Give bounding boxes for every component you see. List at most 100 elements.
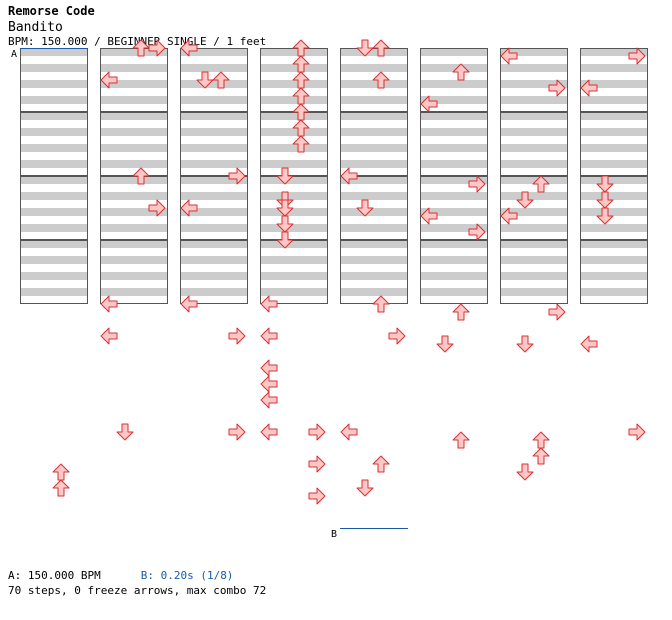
stripe — [500, 224, 568, 232]
step-arrow-down — [596, 207, 614, 225]
stripe — [180, 240, 248, 248]
footer-bpm-line: A: 150.000 BPM B: 0.20s (1/8) — [8, 569, 233, 582]
stripe — [20, 96, 88, 104]
step-arrow-left — [100, 295, 118, 313]
stripe — [180, 256, 248, 264]
stripe — [20, 176, 88, 184]
chart-column-4 — [260, 48, 328, 304]
step-arrow-up — [52, 479, 70, 497]
stripe — [580, 272, 648, 280]
stripe — [340, 192, 408, 200]
measure-box — [20, 176, 88, 240]
step-arrow-left — [100, 71, 118, 89]
measure-box — [500, 240, 568, 304]
stripe — [340, 112, 408, 120]
stripe — [100, 272, 168, 280]
stripe — [340, 96, 408, 104]
stripe — [580, 96, 648, 104]
stripe — [180, 112, 248, 120]
stripe — [420, 208, 488, 216]
step-arrow-down — [516, 191, 534, 209]
stripe — [100, 240, 168, 248]
stripe — [260, 128, 328, 136]
measure-box — [580, 176, 648, 240]
step-arrow-up — [212, 71, 230, 89]
marker-label-b: B — [331, 529, 337, 540]
step-arrow-up — [532, 431, 550, 449]
stripe — [260, 160, 328, 168]
step-arrow-right — [548, 79, 566, 97]
chart-info: BPM: 150.000 / BEGINNER SINGLE / 1 feet — [8, 35, 267, 48]
stripe — [180, 48, 248, 56]
stripe — [500, 288, 568, 296]
stripe — [20, 224, 88, 232]
measure-box — [580, 48, 648, 112]
stripe — [580, 48, 648, 56]
measure-box — [260, 176, 328, 240]
stripe — [500, 80, 568, 88]
stripe — [180, 176, 248, 184]
stripe — [580, 80, 648, 88]
step-arrow-down — [596, 175, 614, 193]
step-arrow-left — [260, 327, 278, 345]
stripe — [340, 288, 408, 296]
stripe — [260, 112, 328, 120]
stripe — [500, 208, 568, 216]
stripe — [20, 48, 88, 56]
stripe — [420, 176, 488, 184]
stripe — [260, 64, 328, 72]
measure-box — [580, 112, 648, 176]
step-arrow-left — [260, 295, 278, 313]
step-arrow-right — [468, 175, 486, 193]
step-arrow-left — [180, 199, 198, 217]
measure-box — [500, 176, 568, 240]
stripe — [420, 160, 488, 168]
stripe — [500, 112, 568, 120]
step-arrow-right — [308, 455, 326, 473]
stripe — [340, 224, 408, 232]
stripe — [420, 96, 488, 104]
step-arrow-down — [356, 199, 374, 217]
stripe — [420, 272, 488, 280]
stripe — [500, 192, 568, 200]
stripe — [20, 272, 88, 280]
step-chart: AB — [11, 39, 648, 540]
stripe — [500, 48, 568, 56]
measure-box — [340, 112, 408, 176]
stripe — [100, 192, 168, 200]
stripe — [260, 208, 328, 216]
step-arrow-up — [452, 431, 470, 449]
stripe — [180, 160, 248, 168]
step-arrow-left — [420, 95, 438, 113]
chart-column-1 — [20, 48, 88, 304]
stripe — [100, 128, 168, 136]
stripe — [260, 80, 328, 88]
stripe — [420, 192, 488, 200]
stripe — [180, 128, 248, 136]
stripe — [180, 224, 248, 232]
stripe — [20, 112, 88, 120]
step-arrow-down — [116, 423, 134, 441]
step-arrow-left — [340, 423, 358, 441]
stripe — [580, 192, 648, 200]
step-arrow-down — [276, 199, 294, 217]
stripe — [180, 192, 248, 200]
stripe — [100, 80, 168, 88]
stripe — [20, 192, 88, 200]
chart-column-6 — [420, 48, 488, 304]
step-arrow-up — [52, 463, 70, 481]
step-arrow-left — [340, 167, 358, 185]
stripe — [100, 256, 168, 264]
measure-box — [260, 240, 328, 304]
stripe — [20, 256, 88, 264]
song-name: Bandito — [8, 20, 63, 35]
step-arrow-right — [148, 39, 166, 57]
step-arrow-left — [180, 295, 198, 313]
measure-box — [420, 48, 488, 112]
step-arrow-right — [228, 167, 246, 185]
chart-column-7 — [500, 48, 568, 304]
chart-title: Remorse Code — [8, 4, 95, 18]
step-arrow-left — [580, 335, 598, 353]
stripe — [100, 224, 168, 232]
stripe — [580, 144, 648, 152]
